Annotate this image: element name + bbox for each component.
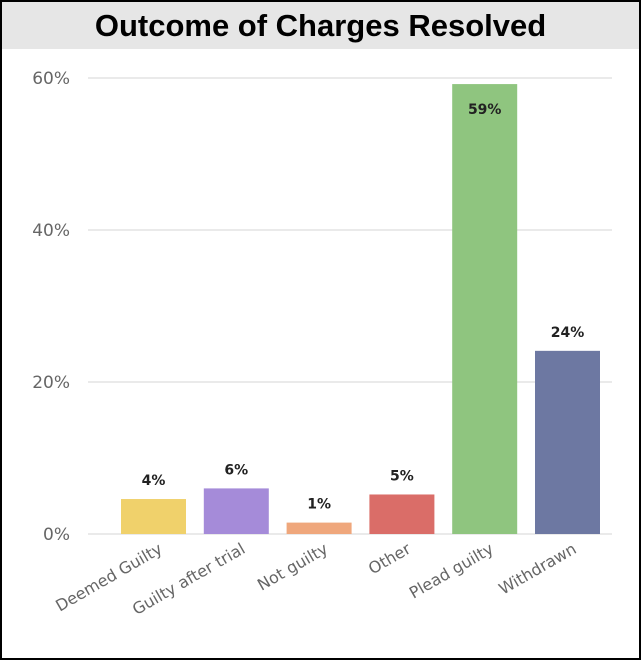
y-tick-label: 0% bbox=[43, 525, 70, 545]
bar bbox=[535, 350, 600, 534]
x-tick-label: Withdrawn bbox=[495, 539, 579, 599]
data-label: 4% bbox=[142, 473, 166, 489]
bar bbox=[452, 84, 518, 534]
y-tick-label: 20% bbox=[32, 373, 70, 393]
title-bar: Outcome of Charges Resolved bbox=[2, 2, 639, 49]
y-tick-label: 60% bbox=[32, 69, 70, 89]
bar bbox=[121, 499, 186, 534]
data-label: 24% bbox=[551, 325, 585, 341]
x-tick-label: Not guilty bbox=[254, 539, 331, 594]
x-tick-label: Plead guilty bbox=[406, 539, 497, 602]
bar bbox=[203, 488, 269, 534]
data-label: 59% bbox=[468, 102, 502, 118]
data-label: 6% bbox=[224, 462, 248, 478]
bar bbox=[286, 522, 352, 534]
x-tick-label: Other bbox=[365, 539, 414, 578]
y-tick-label: 40% bbox=[32, 221, 70, 241]
bar bbox=[369, 494, 435, 534]
data-label: 5% bbox=[390, 468, 414, 484]
data-label: 1% bbox=[307, 497, 331, 513]
chart-title: Outcome of Charges Resolved bbox=[94, 8, 547, 43]
